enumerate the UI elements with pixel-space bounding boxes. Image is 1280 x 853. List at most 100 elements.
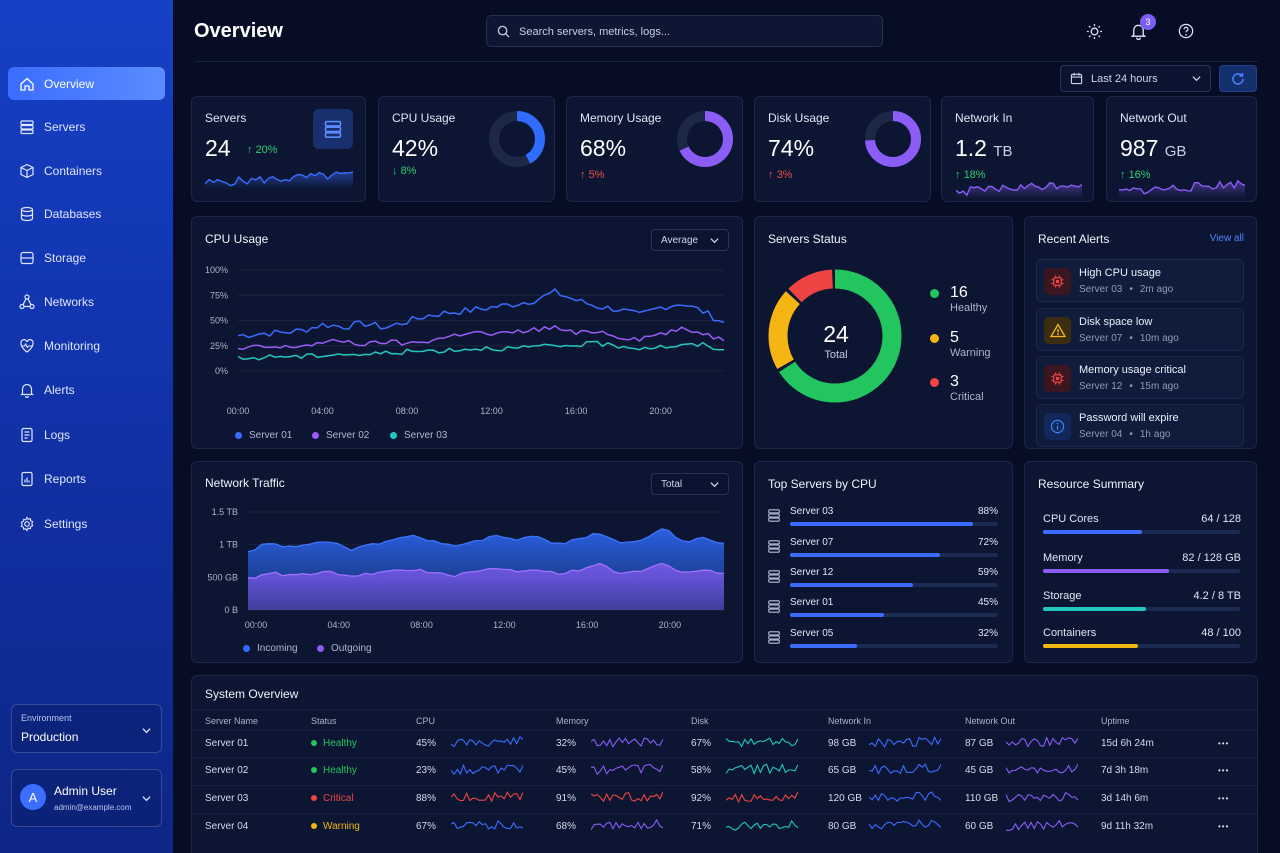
status-label: Warning	[950, 347, 991, 359]
kpi-card-cpu-usage[interactable]: CPU Usage 42% ↓ 8%	[378, 96, 555, 202]
top-server-row[interactable]: Server 07 72%	[755, 535, 1014, 561]
server-icon	[767, 508, 781, 523]
row-sparkline	[451, 791, 523, 803]
kpi-change: ↑ 20%	[247, 144, 278, 156]
table-row[interactable]: Server 01 Healthy 45% 32% 67% 98 GB 87 GB 15d 6…	[192, 730, 1258, 757]
more-options-icon[interactable]: •••	[1218, 739, 1230, 748]
sidebar-item-alerts[interactable]: Alerts	[8, 373, 165, 406]
x-tick-label: 12:00	[480, 406, 503, 416]
uptime-cell: 15d 6h 24m	[1101, 738, 1154, 749]
uptime-cell: 9d 11h 32m	[1101, 821, 1154, 832]
y-tick-label: 500 GB	[207, 572, 238, 582]
sidebar-item-overview[interactable]: Overview	[8, 67, 165, 100]
status-label: Healthy	[323, 765, 357, 776]
y-tick-label: 1 TB	[219, 540, 238, 550]
legend-item[interactable]: Server 03	[390, 430, 447, 441]
kpi-ring-chart	[677, 111, 733, 167]
more-options-icon[interactable]: •••	[1218, 794, 1230, 803]
legend-dot	[317, 645, 324, 652]
kpi-unit: TB	[993, 143, 1013, 160]
kpi-card-memory-usage[interactable]: Memory Usage 68% ↑ 5%	[566, 96, 743, 202]
refresh-icon	[1232, 72, 1244, 85]
traffic-select[interactable]: Total	[651, 473, 729, 495]
column-header[interactable]: Disk	[691, 716, 709, 726]
top-server-row[interactable]: Server 03 88%	[755, 504, 1014, 530]
status-count: 5	[950, 329, 959, 346]
column-header[interactable]: Network Out	[965, 716, 1016, 726]
y-tick-label: 0%	[215, 366, 228, 376]
alert-item[interactable]: Memory usage critical Server 12 • 15m ago	[1036, 356, 1244, 399]
kpi-card-servers[interactable]: Servers 24 ↑ 20%	[191, 96, 366, 202]
divider	[192, 709, 1258, 710]
sidebar-item-label: Networks	[44, 294, 95, 309]
row-sparkline	[869, 791, 941, 802]
column-header[interactable]: Network In	[828, 716, 872, 726]
legend-item[interactable]: Incoming	[243, 643, 298, 654]
sidebar-item-databases[interactable]: Databases	[8, 197, 165, 230]
view-all-link[interactable]: View all	[1209, 233, 1244, 244]
alert-item[interactable]: Password will expire Server 04 • 1h ago	[1036, 404, 1244, 447]
arrow-up-icon: ↑	[768, 169, 777, 181]
sidebar-item-servers[interactable]: Servers	[8, 110, 165, 143]
table-row[interactable]: Server 02 Healthy 23% 45% 58% 65 GB 45 GB 7d 3h…	[192, 757, 1258, 784]
user-email: admin@example.com	[54, 803, 132, 812]
status-cell: Healthy	[311, 738, 357, 749]
top-server-row[interactable]: Server 01 45%	[755, 595, 1014, 621]
top-server-row[interactable]: Server 05 32%	[755, 626, 1014, 652]
refresh-button[interactable]	[1219, 65, 1257, 92]
sidebar-item-reports[interactable]: Reports	[8, 462, 165, 495]
progress-track	[1043, 644, 1240, 648]
kpi-value: 74%	[768, 135, 814, 162]
panel-title: Resource Summary	[1038, 477, 1145, 491]
panel-title: Top Servers by CPU	[768, 477, 877, 491]
column-header[interactable]: Memory	[556, 716, 589, 726]
help-icon[interactable]	[1178, 23, 1194, 39]
gear-icon	[19, 515, 35, 532]
legend-item[interactable]: Outgoing	[317, 643, 372, 654]
chip-icon	[1044, 365, 1071, 392]
sidebar-item-settings[interactable]: Settings	[8, 507, 165, 540]
column-header[interactable]: Status	[311, 716, 337, 726]
status-cell: Warning	[311, 821, 360, 832]
status-dot	[311, 767, 317, 773]
kpi-card-network-out[interactable]: Network Out 987 GB ↑ 16%	[1106, 96, 1257, 202]
top-server-row[interactable]: Server 12 59%	[755, 565, 1014, 591]
server-cpu-value: 32%	[977, 628, 998, 639]
column-header[interactable]: Uptime	[1101, 716, 1130, 726]
sun-icon[interactable]	[1086, 23, 1103, 40]
sidebar-item-logs[interactable]: Logs	[8, 418, 165, 451]
more-options-icon[interactable]: •••	[1218, 822, 1230, 831]
sidebar-item-containers[interactable]: Containers	[8, 154, 165, 187]
sparkline-line	[591, 737, 663, 748]
legend-item[interactable]: Server 01	[235, 430, 292, 441]
kpi-card-network-in[interactable]: Network In 1.2 TB ↑ 18%	[941, 96, 1094, 202]
legend-item[interactable]: Server 02	[312, 430, 369, 441]
search-input[interactable]: Search servers, metrics, logs...	[486, 15, 883, 47]
column-header[interactable]: Server Name	[205, 716, 259, 726]
environment-selector[interactable]: Environment Production	[11, 704, 162, 753]
net-out-cell: 45 GB	[965, 765, 994, 776]
chevron-down-icon	[142, 728, 151, 734]
table-row[interactable]: Server 04 Warning 67% 68% 71% 80 GB 60 GB 9d 11…	[192, 813, 1258, 840]
separator-dot: •	[1129, 284, 1133, 295]
sidebar-item-networks[interactable]: Networks	[8, 285, 165, 318]
sidebar-item-storage[interactable]: Storage	[8, 241, 165, 274]
kpi-card-disk-usage[interactable]: Disk Usage 74% ↑ 3%	[754, 96, 931, 202]
sparkline-line	[205, 171, 353, 187]
alert-item[interactable]: High CPU usage Server 03 • 2m ago	[1036, 259, 1244, 302]
notifications-button[interactable]: 3	[1130, 14, 1156, 40]
server-name: Server 03	[790, 506, 834, 517]
sidebar-item-monitoring[interactable]: Monitoring	[8, 329, 165, 362]
column-header[interactable]: CPU	[416, 716, 436, 726]
x-tick-label: 08:00	[396, 406, 419, 416]
sparkline-line	[451, 819, 523, 830]
user-menu[interactable]: A Admin User admin@example.com	[11, 769, 162, 827]
divider	[192, 813, 1258, 814]
alert-item[interactable]: Disk space low Server 07 • 10m ago	[1036, 308, 1244, 351]
time-range-select[interactable]: Last 24 hours	[1060, 65, 1211, 92]
table-row[interactable]: Server 03 Critical 88% 91% 92% 120 GB 110 GB 3d…	[192, 785, 1258, 812]
legend-dot	[312, 432, 319, 439]
more-options-icon[interactable]: •••	[1218, 766, 1230, 775]
resource-name: CPU Cores	[1043, 513, 1099, 525]
aggregation-select[interactable]: Average	[651, 229, 729, 251]
